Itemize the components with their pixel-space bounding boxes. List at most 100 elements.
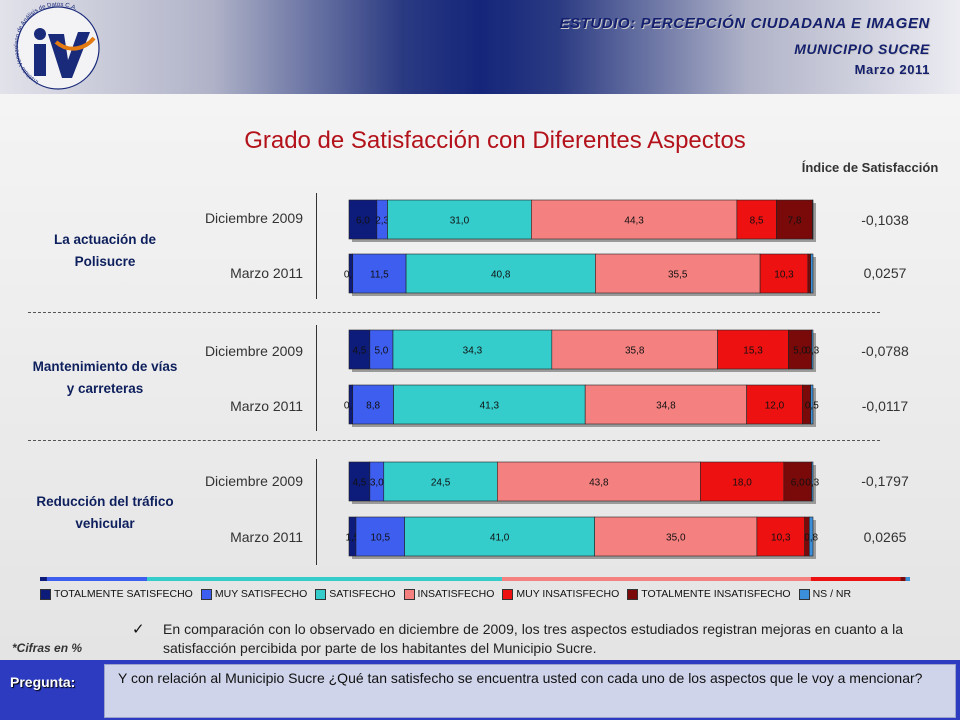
legend-item: MUY SATISFECHO (200, 588, 308, 600)
bar-segment (717, 329, 789, 370)
legend-item: MUY INSATISFECHO (502, 588, 619, 600)
legend-item: INSATISFECHO (403, 588, 494, 600)
bar-segment (405, 253, 596, 294)
bar-segment (392, 329, 553, 370)
satisfaction-index: 0,0257 (863, 265, 907, 281)
bar-data-label: 8,5 (750, 216, 764, 227)
bar-data-label: 18,0 (732, 478, 752, 489)
legend-swatch (627, 588, 639, 600)
legend-color-strip (40, 577, 910, 581)
strip-segment (810, 577, 901, 581)
bar-data-label: 10,3 (774, 270, 794, 281)
bar-segment (812, 199, 814, 240)
bar-data-label: 31,0 (450, 216, 470, 227)
bar-data-label: 6,0 (356, 216, 370, 227)
bar-data-label: 12,0 (765, 401, 785, 412)
strip-segment (900, 577, 906, 581)
legend-swatch (40, 588, 51, 600)
bar-data-label: 44,3 (624, 216, 644, 227)
period-label: Diciembre 2009 (204, 343, 303, 359)
period-label: Marzo 2011 (230, 265, 303, 281)
legend-item: SATISFECHO (315, 588, 396, 600)
legend-swatch (200, 588, 212, 600)
question-text: Y con relación al Municipio Sucre ¿Qué t… (118, 670, 923, 686)
bar-data-label: 5,0 (374, 346, 388, 357)
bar-data-label: 6,0 (791, 478, 805, 489)
legend-swatch (798, 588, 810, 600)
legend-label: MUY INSATISFECHO (516, 588, 620, 600)
bar-data-label: 0,5 (805, 401, 819, 412)
bar-data-label: 35,0 (666, 533, 686, 544)
strip-segment (501, 577, 811, 581)
bar-segment (352, 384, 394, 425)
bar-segment (810, 384, 814, 425)
legend-label: NS / NR (812, 588, 852, 600)
bar-segment (808, 516, 814, 557)
group-separator (28, 440, 880, 441)
strip-segment (905, 577, 910, 581)
strip-segment (46, 577, 148, 581)
period-label: Diciembre 2009 (204, 210, 303, 226)
legend-item: TOTALMENTE INSATISFECHO (627, 588, 791, 600)
bar-segment (348, 199, 378, 240)
bar-segment (810, 253, 814, 294)
group-axis-line (316, 193, 317, 299)
bar-segment (355, 516, 405, 557)
strip-segment (40, 577, 47, 581)
bar-segment (393, 384, 586, 425)
period-label: Marzo 2011 (230, 398, 303, 414)
bar-data-label: 41,3 (480, 401, 500, 412)
bar-data-label: 8,8 (366, 401, 380, 412)
bar-data-label: 24,5 (431, 478, 451, 489)
legend-swatch (502, 588, 514, 600)
legend-label: SATISFECHO (329, 588, 396, 600)
index-header: Índice de Satisfacción (801, 160, 939, 175)
bar-segment (700, 461, 785, 502)
bar-data-label: 0,3 (805, 478, 819, 489)
bar-data-label: 4,5 (352, 346, 366, 357)
bar-segment (584, 384, 747, 425)
header-banner (0, 0, 960, 94)
bar-data-label: 0,8 (344, 401, 358, 412)
comparison-note: En comparación con lo observado en dicie… (163, 621, 903, 656)
chart-title: Grado de Satisfacción con Diferentes Asp… (244, 127, 746, 154)
bar-segment (594, 516, 758, 557)
bar-segment (736, 199, 777, 240)
content-area (0, 94, 960, 660)
bar-data-label: 35,8 (625, 346, 645, 357)
bar-data-label: 3,0 (370, 478, 384, 489)
bar-data-label: 11,5 (370, 270, 389, 281)
bar-data-label: 34,8 (656, 401, 676, 412)
question-box (104, 664, 956, 718)
satisfaction-index: -0,1038 (861, 212, 909, 228)
bar-segment (776, 199, 813, 240)
bar-data-label: 35,5 (668, 270, 688, 281)
checkmark-icon: ✓ (132, 621, 145, 638)
bar-segment (551, 329, 718, 370)
bar-data-label: 40,8 (491, 270, 511, 281)
bar-data-label: 10,5 (371, 533, 391, 544)
bar-data-label: 1,5 (346, 533, 360, 544)
bar-segment (746, 384, 803, 425)
group-label-trafico: Reducción del tráfico vehicular (36, 494, 174, 531)
bar-data-label: 2,3 (375, 216, 389, 227)
bar-data-label: 7,8 (787, 216, 801, 227)
bar-data-label: 43,8 (589, 478, 609, 489)
bar-segment (811, 329, 814, 370)
legend-label: TOTALMENTE SATISFECHO (54, 588, 193, 600)
study-date: Marzo 2011 (854, 62, 930, 77)
legend-item: TOTALMENTE SATISFECHO (40, 588, 193, 600)
bar-segment (811, 461, 814, 502)
bar-data-label: 15,3 (743, 346, 763, 357)
legend-label: MUY SATISFECHO (214, 588, 308, 600)
question-label: Pregunta: (10, 674, 76, 690)
municipality-title: MUNICIPIO SUCRE (794, 41, 930, 57)
legend-swatch (315, 588, 327, 600)
bar-data-label: 0,8 (344, 270, 358, 281)
legend: TOTALMENTE SATISFECHO MUY SATISFECHO SATIS… (40, 586, 851, 602)
period-label: Marzo 2011 (230, 529, 303, 545)
bar-segment (383, 461, 498, 502)
bar-data-label: 34,3 (463, 346, 483, 357)
legend-item: NS / NR (798, 588, 852, 600)
